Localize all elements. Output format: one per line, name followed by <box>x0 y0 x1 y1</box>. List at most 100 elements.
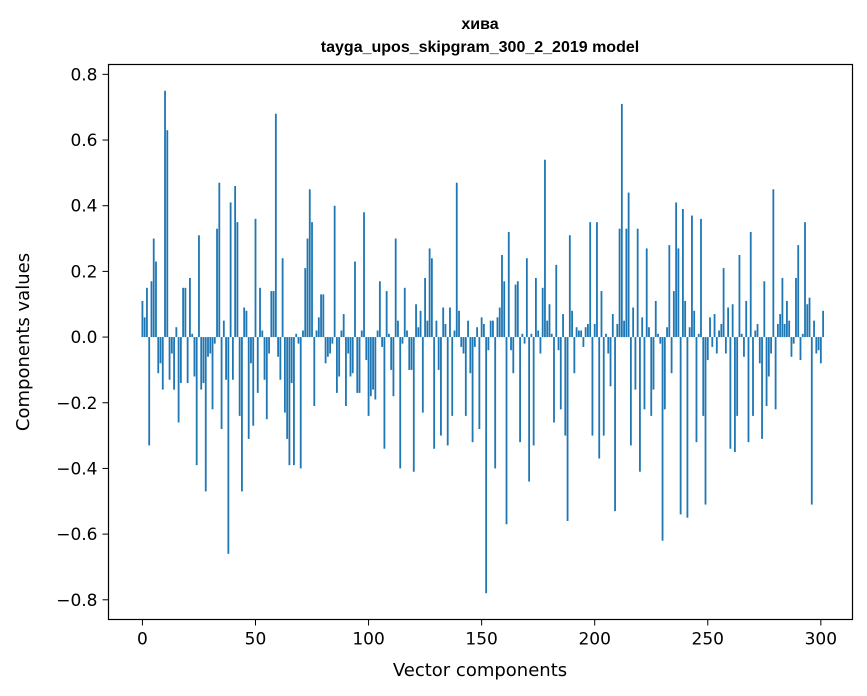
bar-133 <box>442 307 445 338</box>
bar-183 <box>555 264 558 338</box>
bar-113 <box>397 320 399 338</box>
bar-89 <box>342 314 345 338</box>
bar-138 <box>453 330 456 338</box>
x-tick-label: 0 <box>137 630 148 650</box>
x-axis-label: Vector components <box>393 660 567 681</box>
bar-11 <box>166 130 169 338</box>
bar-1 <box>143 317 146 338</box>
bar-225 <box>650 337 653 416</box>
bar-22 <box>191 333 194 338</box>
bar-51 <box>256 337 259 393</box>
bar-284 <box>783 323 786 338</box>
bar-58 <box>272 291 275 338</box>
bar-267 <box>745 300 748 338</box>
bar-240 <box>684 300 687 338</box>
bar-107 <box>383 337 386 449</box>
bar-264 <box>738 254 741 338</box>
bar-148 <box>476 327 479 338</box>
bar-143 <box>464 337 467 416</box>
bar-98 <box>363 212 365 338</box>
bar-220 <box>639 337 641 472</box>
bar-15 <box>175 327 178 338</box>
y-tick-label: 0.6 <box>70 131 97 151</box>
bar-288 <box>792 337 795 344</box>
bar-242 <box>688 327 691 338</box>
bar-40 <box>231 337 234 380</box>
bar-120 <box>412 337 415 472</box>
bar-168 <box>521 333 524 338</box>
bar-200 <box>593 323 596 338</box>
bar-184 <box>557 337 560 351</box>
bar-236 <box>675 202 678 338</box>
bar-83 <box>329 337 332 354</box>
bar-9 <box>161 337 164 390</box>
bar-235 <box>672 291 675 338</box>
bar-249 <box>704 337 707 505</box>
bar-97 <box>360 330 363 338</box>
bar-47 <box>247 337 250 439</box>
bar-167 <box>519 337 521 443</box>
bar-174 <box>535 277 537 338</box>
bar-299 <box>817 337 820 351</box>
bar-209 <box>614 337 616 512</box>
bar-88 <box>340 330 343 338</box>
bar-185 <box>559 337 562 410</box>
bar-177 <box>541 287 544 338</box>
x-tick-label: 50 <box>245 630 267 650</box>
bar-250 <box>706 337 709 361</box>
y-axis-label: Components values <box>13 253 34 431</box>
bar-68 <box>295 333 298 338</box>
bar-163 <box>510 337 512 351</box>
bar-18 <box>182 287 185 338</box>
bar-21 <box>189 277 191 338</box>
bar-116 <box>403 287 406 338</box>
bar-187 <box>564 337 567 436</box>
bar-190 <box>571 310 573 338</box>
bar-218 <box>634 337 637 390</box>
bar-158 <box>498 307 501 338</box>
bar-182 <box>553 337 555 423</box>
x-tick-label: 150 <box>465 630 497 650</box>
bar-202 <box>598 337 601 459</box>
bar-272 <box>756 323 759 338</box>
bar-203 <box>600 291 603 338</box>
bar-239 <box>681 209 684 338</box>
bar-17 <box>179 337 182 384</box>
bar-153 <box>487 337 490 351</box>
bar-139 <box>455 182 458 338</box>
bar-62 <box>281 258 284 338</box>
bar-262 <box>734 337 736 453</box>
bars-group <box>141 90 825 594</box>
bar-172 <box>530 333 533 338</box>
bar-248 <box>702 337 705 416</box>
bar-140 <box>458 310 460 338</box>
bar-147 <box>473 337 476 347</box>
bar-216 <box>629 337 632 446</box>
bar-6 <box>155 261 157 338</box>
bar-290 <box>797 245 800 338</box>
bar-59 <box>274 113 277 338</box>
bar-196 <box>584 327 587 338</box>
bar-35 <box>220 337 223 430</box>
bar-156 <box>494 337 497 469</box>
bar-2 <box>146 287 148 338</box>
bar-20 <box>186 337 189 384</box>
bar-269 <box>749 231 752 338</box>
bar-222 <box>643 337 646 410</box>
y-tick-label: 0.0 <box>70 328 97 348</box>
bar-285 <box>786 300 788 338</box>
bar-210 <box>616 323 619 338</box>
bar-135 <box>446 337 449 446</box>
y-axis-ticks: −0.8 −0.6 −0.4 −0.2 0.0 0.2 0.4 0.6 0.8 <box>56 65 109 611</box>
bar-125 <box>424 277 426 338</box>
bar-123 <box>419 310 422 338</box>
bar-176 <box>539 337 542 354</box>
bar-100 <box>367 337 370 416</box>
bar-271 <box>754 330 757 338</box>
bar-26 <box>200 337 203 390</box>
bar-194 <box>580 330 583 338</box>
bar-110 <box>390 337 393 370</box>
bar-224 <box>648 327 650 338</box>
bar-118 <box>408 337 411 370</box>
